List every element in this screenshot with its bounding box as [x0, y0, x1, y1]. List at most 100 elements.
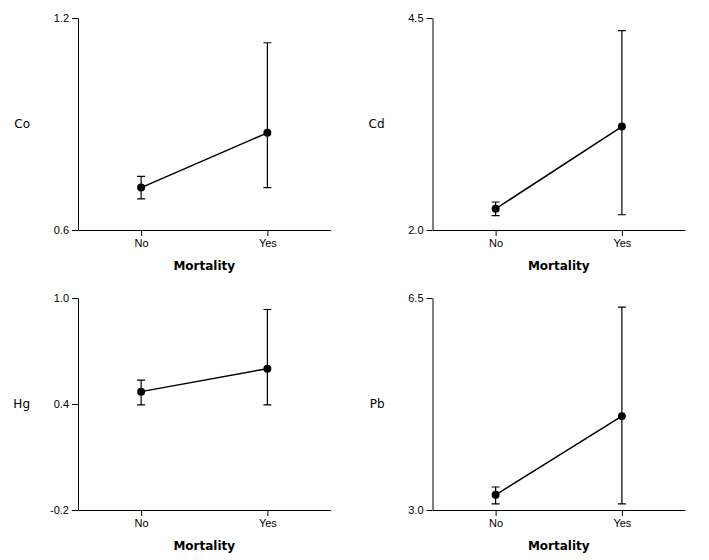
- x-tick: Yes: [259, 230, 277, 249]
- y-tick-label: 0.4: [54, 398, 69, 410]
- point: [618, 412, 626, 420]
- y-tick: 0.4: [54, 398, 78, 410]
- y-tick-label: 4.5: [408, 12, 423, 24]
- plot-area: [137, 309, 271, 404]
- line: [496, 127, 622, 209]
- x-tick-label: No: [489, 517, 503, 529]
- x-tick-mark: [622, 510, 623, 516]
- line: [141, 369, 267, 392]
- y-tick-mark: [427, 298, 433, 299]
- x-axis: No Yes: [79, 510, 332, 529]
- y-tick: -0.2: [50, 504, 78, 516]
- y-tick-label: -0.2: [50, 504, 69, 516]
- y-tick-label: 3.0: [408, 504, 423, 516]
- y-tick-mark: [72, 404, 78, 405]
- plot-area: [137, 43, 271, 199]
- error-bar: [618, 307, 626, 504]
- point: [263, 365, 271, 373]
- point: [263, 129, 271, 137]
- y-axis-title: Hg: [13, 397, 30, 411]
- x-axis: No Yes: [433, 510, 686, 529]
- y-axis-line: [78, 19, 79, 231]
- panel: -0.20.41.0NoYesMortalityHg: [13, 292, 331, 553]
- y-axis: -0.2 0.4 1.0: [50, 292, 78, 516]
- point: [492, 491, 500, 499]
- y-tick-mark: [72, 230, 78, 231]
- x-tick-mark: [141, 510, 142, 516]
- x-tick-label: No: [135, 517, 149, 529]
- x-tick: Yes: [259, 510, 277, 529]
- y-tick-label: 1.0: [54, 292, 69, 304]
- point: [618, 123, 626, 131]
- y-axis-title: Pb: [370, 397, 385, 411]
- x-tick-label: No: [135, 237, 149, 249]
- x-axis-title: Mortality: [528, 259, 590, 273]
- x-tick: No: [489, 510, 503, 529]
- y-axis-line: [78, 299, 79, 511]
- y-tick: 2.0: [408, 224, 432, 236]
- point: [137, 388, 145, 396]
- plot-area: [492, 307, 626, 504]
- panel: 2.0 4.5 No Yes Mortality Cd: [369, 12, 686, 273]
- error-bar: [263, 309, 271, 404]
- error-bar: [137, 176, 145, 199]
- x-tick-mark: [496, 510, 497, 516]
- x-axis: No Yes: [433, 230, 686, 249]
- x-tick-label: Yes: [259, 517, 277, 529]
- x-tick-mark: [267, 230, 268, 236]
- x-axis-line: [79, 510, 332, 511]
- line: [141, 133, 267, 188]
- y-tick-mark: [427, 230, 433, 231]
- y-tick-mark: [427, 510, 433, 511]
- y-tick: 4.5: [408, 12, 432, 24]
- error-bar: [618, 31, 626, 215]
- x-axis-title: Mortality: [528, 539, 590, 553]
- x-tick: Yes: [613, 510, 631, 529]
- panel: 0.6 1.2 No Yes Mortality Co: [14, 12, 331, 273]
- error-bar: [263, 43, 271, 188]
- error-bar: [492, 487, 500, 504]
- y-axis-title: Cd: [369, 117, 385, 131]
- y-axis: 0.6 1.2: [54, 12, 79, 236]
- y-tick-label: 1.2: [54, 12, 69, 24]
- x-axis: No Yes: [79, 230, 332, 249]
- y-tick-label: 2.0: [408, 224, 423, 236]
- point: [492, 205, 500, 213]
- x-tick-mark: [267, 510, 268, 516]
- y-tick: 0.6: [54, 224, 78, 236]
- x-axis-line: [433, 510, 686, 511]
- x-tick: No: [135, 510, 149, 529]
- x-tick-label: Yes: [613, 517, 631, 529]
- x-axis-line: [433, 230, 686, 231]
- y-axis: 2.0 4.5: [408, 12, 433, 236]
- x-axis-line: [79, 230, 332, 231]
- x-tick-mark: [496, 230, 497, 236]
- point: [137, 184, 145, 192]
- y-tick-label: 0.6: [54, 224, 69, 236]
- x-axis-title: Mortality: [173, 259, 235, 273]
- x-tick: Yes: [613, 230, 631, 249]
- x-tick-mark: [622, 230, 623, 236]
- x-tick: No: [489, 230, 503, 249]
- line: [496, 416, 622, 495]
- y-tick: 3.0: [408, 504, 432, 516]
- x-tick-label: Yes: [613, 237, 631, 249]
- y-tick-mark: [427, 18, 433, 19]
- y-axis: 3.0 6.5: [408, 292, 433, 516]
- x-tick-mark: [141, 230, 142, 236]
- y-tick-mark: [72, 510, 78, 511]
- y-tick: 6.5: [408, 292, 432, 304]
- panel: 3.0 6.5 No Yes Mortality Pb: [370, 292, 686, 553]
- plot-area: [492, 31, 626, 216]
- error-bar: [492, 202, 500, 216]
- chart-figure: 0.6 1.2 No Yes Mortality Co 2.0 4.5 No Yes Mortali…: [0, 0, 709, 560]
- y-axis-line: [433, 299, 434, 511]
- y-tick: 1.0: [54, 292, 78, 304]
- y-tick: 1.2: [54, 12, 78, 24]
- error-bar: [137, 380, 145, 405]
- y-axis-title: Co: [14, 117, 30, 131]
- y-tick-label: 6.5: [408, 292, 423, 304]
- y-tick-mark: [72, 298, 78, 299]
- y-tick-mark: [72, 18, 78, 19]
- x-tick: No: [135, 230, 149, 249]
